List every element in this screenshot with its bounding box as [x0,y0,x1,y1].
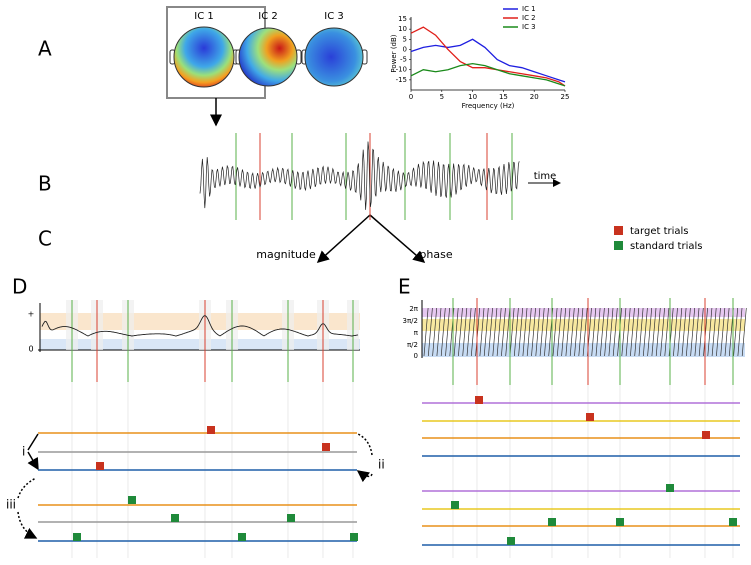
trial-marker [616,518,624,526]
magnitude-trace [41,315,359,337]
trial-marker [729,518,737,526]
trial-marker [507,537,515,545]
annotation: i [22,445,25,459]
panel-label: A [38,37,52,61]
transform-label: phase [419,248,452,261]
y-tick-label: 5 [403,35,407,43]
transform-label: magnitude [256,248,316,261]
axis-label: 3π/2 [403,317,418,325]
annotation: ii [378,458,385,472]
topomap-label: IC 3 [324,11,343,22]
trial-marker [238,533,246,541]
panel-label: B [38,172,52,196]
legend-label: standard trials [630,241,702,252]
trial-marker [702,431,710,439]
legend-label: target trials [630,226,689,237]
trial-marker [96,462,104,470]
phase-trace [423,307,747,357]
trial-marker [207,426,215,434]
trial-marker [666,484,674,492]
x-tick-label: 20 [530,93,539,101]
legend-label: IC 2 [522,14,536,22]
panel-label: C [38,227,52,251]
x-tick-label: 15 [499,93,508,101]
axis-label: + [28,310,35,319]
psd-line [410,38,566,83]
arrow [28,433,38,469]
x-tick-label: 5 [440,93,444,101]
axis-label: π [414,329,419,337]
band [422,319,745,331]
trial-marker [586,413,594,421]
trial-marker [350,533,358,541]
legend-label: IC 1 [522,5,536,13]
annotation: iii [6,498,16,512]
arrow [316,214,371,264]
x-tick-label: 25 [561,93,570,101]
arrow [17,477,36,538]
y-tick-label: -15 [396,76,407,84]
trial-marker [287,514,295,522]
topomap-label: IC 2 [258,11,277,22]
legend-label: IC 3 [522,23,536,31]
trial-marker [128,496,136,504]
psd-line [410,26,566,87]
arrow [369,214,426,263]
topomap-label: IC 1 [194,11,213,22]
y-tick-label: 0 [403,45,407,53]
panel-label: D [12,275,27,299]
axis-label: 0 [414,352,418,360]
trial-marker [73,533,81,541]
y-axis-label: Power (dB) [390,34,398,72]
x-tick-label: 0 [409,93,413,101]
x-tick-label: 10 [468,93,477,101]
trial-marker [475,396,483,404]
time-label: time [534,171,557,182]
psd-line [410,62,566,87]
arrow [358,433,373,476]
panel-label: E [398,275,411,299]
legend-swatch [614,241,623,250]
band [422,308,745,317]
trial-marker [548,518,556,526]
x-axis-label: Frequency (Hz) [462,102,515,110]
y-tick-label: 15 [398,15,407,23]
trial-marker [451,501,459,509]
axis-label: π/2 [407,341,418,349]
trial-marker [322,443,330,451]
axis-label: 2π [409,305,418,313]
topomap [169,26,368,88]
eeg-trace [199,141,520,210]
y-tick-label: -10 [396,66,407,74]
y-tick-label: -5 [400,56,407,64]
axis-label: 0 [28,345,33,354]
trial-marker [171,514,179,522]
legend-swatch [614,226,623,235]
y-tick-label: 10 [398,25,407,33]
